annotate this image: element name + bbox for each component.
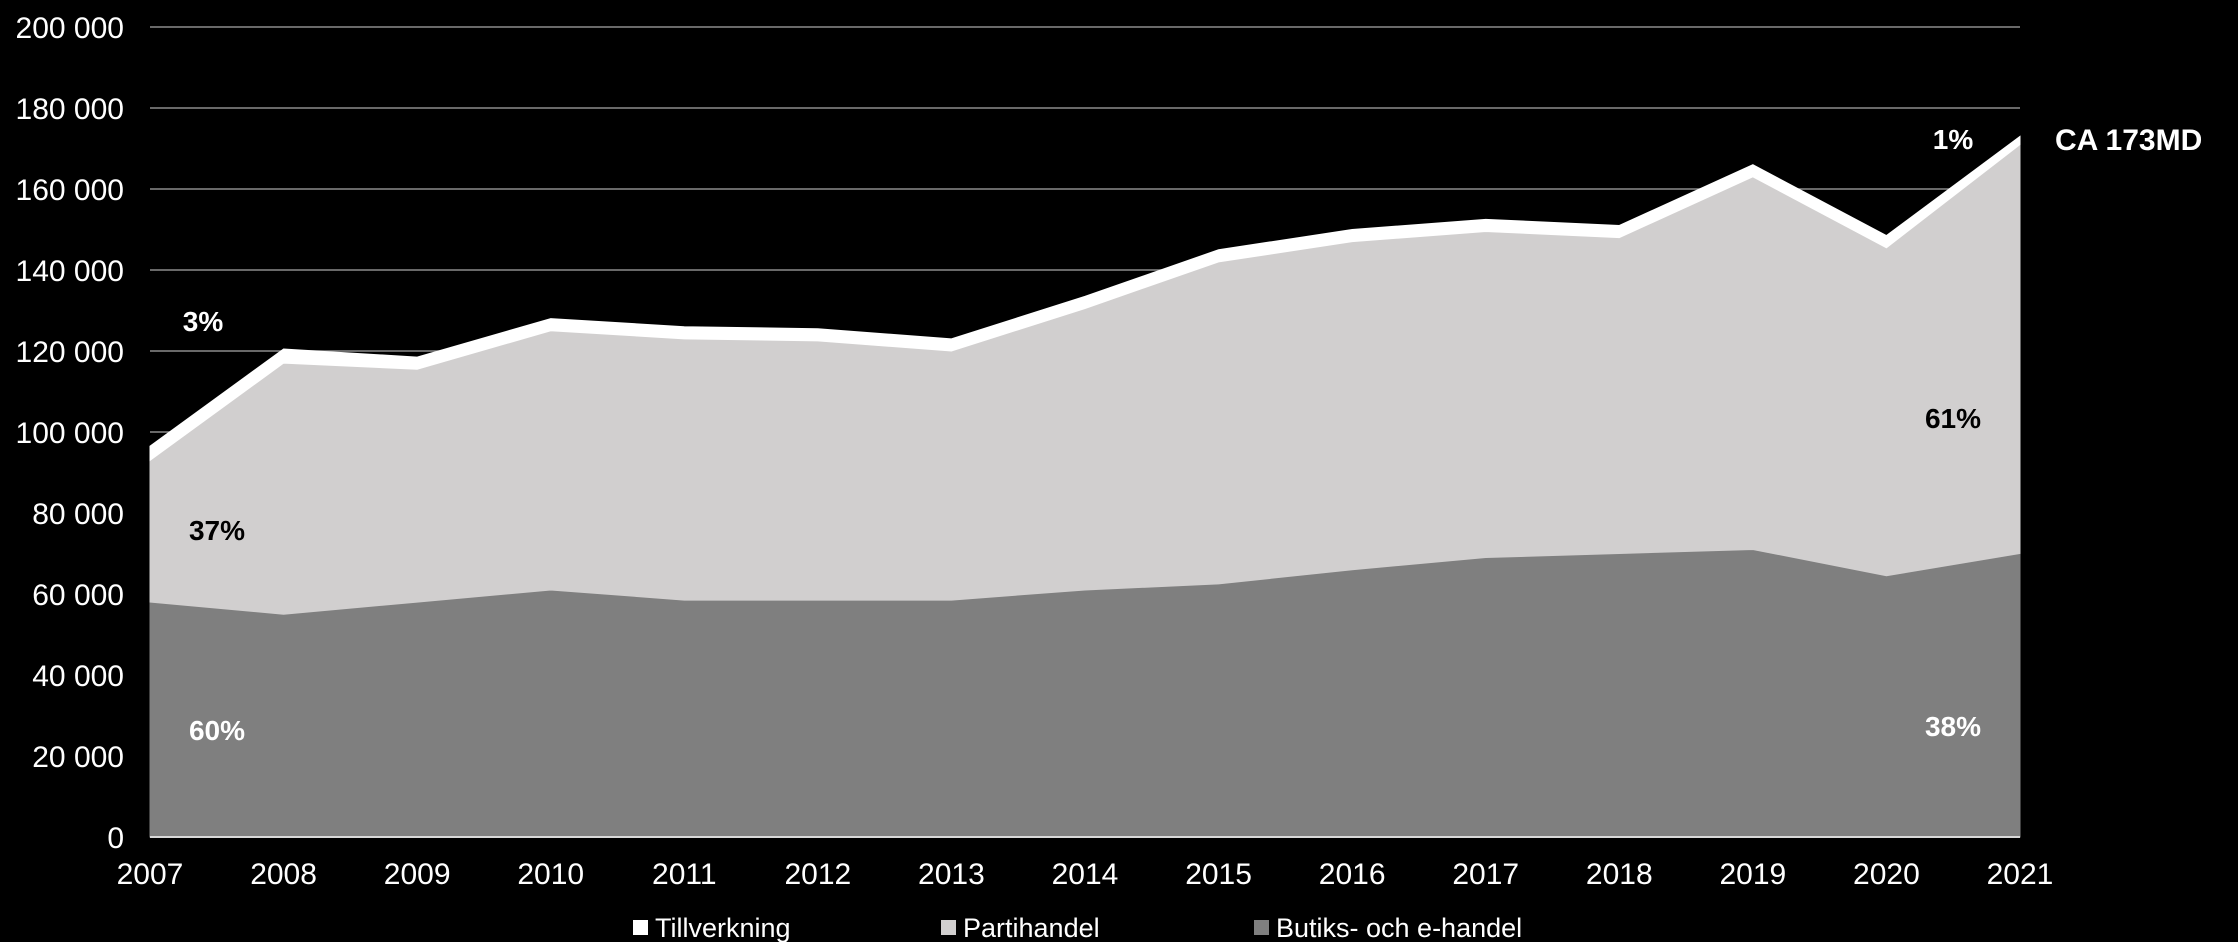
y-axis-ticks: 0 20 000 40 000 60 000 80 000 100 000 120 000 1… (16, 12, 124, 855)
x-tick-label: 2019 (1719, 858, 1786, 891)
pct-2021-partihandel: 61% (1925, 403, 1981, 434)
y-tick-label: 60 000 (32, 579, 124, 612)
x-tick-label: 2013 (918, 858, 985, 891)
pct-2021-tillverkning: 1% (1933, 124, 1974, 155)
x-tick-label: 2011 (652, 858, 717, 891)
legend-swatch-partihandel (941, 920, 956, 935)
x-tick-label: 2021 (1987, 858, 2054, 891)
x-tick-label: 2017 (1452, 858, 1519, 891)
pct-2007-partihandel: 37% (189, 515, 245, 546)
x-tick-label: 2012 (784, 858, 851, 891)
legend-swatch-butiks (1254, 920, 1269, 935)
y-tick-label: 100 000 (16, 417, 124, 450)
x-tick-label: 2016 (1319, 858, 1386, 891)
x-tick-label: 2018 (1586, 858, 1653, 891)
y-tick-label: 160 000 (16, 174, 124, 207)
y-tick-label: 0 (107, 822, 124, 855)
pct-2021-butiks: 38% (1925, 711, 1981, 742)
x-tick-label: 2015 (1185, 858, 1252, 891)
y-tick-label: 140 000 (16, 255, 124, 288)
x-tick-label: 2009 (384, 858, 451, 891)
legend-label-butiks: Butiks- och e-handel (1276, 913, 1522, 942)
x-tick-label: 2014 (1052, 858, 1119, 891)
x-tick-label: 2007 (117, 858, 184, 891)
area-tillverkning (149, 135, 2021, 462)
y-tick-label: 180 000 (16, 93, 124, 126)
pct-2007-tillverkning: 3% (183, 306, 224, 337)
y-tick-label: 80 000 (32, 498, 124, 531)
legend: Tillverkning Partihandel Butiks- och e-h… (633, 913, 1522, 942)
x-tick-label: 2020 (1853, 858, 1920, 891)
y-tick-label: 120 000 (16, 336, 124, 369)
y-tick-label: 40 000 (32, 660, 124, 693)
total-2021-label: CA 173MD (2055, 124, 2202, 157)
area-layers (149, 135, 2021, 838)
pct-2007-butiks: 60% (189, 715, 245, 746)
x-axis-ticks: 2007 2008 2009 2010 2011 2012 2013 2014 2015 2016… (117, 858, 2054, 891)
legend-swatch-tillverkning (633, 920, 648, 935)
legend-label-tillverkning: Tillverkning (655, 913, 791, 942)
y-tick-label: 20 000 (32, 741, 124, 774)
legend-label-partihandel: Partihandel (963, 913, 1100, 942)
y-tick-label: 200 000 (16, 12, 124, 45)
x-tick-label: 2010 (517, 858, 584, 891)
percentage-annotations: 3% 37% 60% 1% 61% 38% CA 173MD (183, 124, 2203, 746)
x-tick-label: 2008 (250, 858, 317, 891)
